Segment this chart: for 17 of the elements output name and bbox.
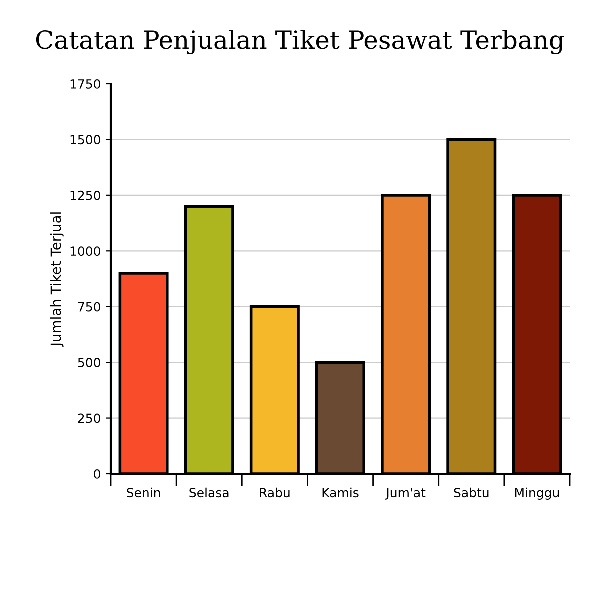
x-tick-label: Jum'at (386, 488, 426, 500)
y-tick-label: 1250 (70, 190, 100, 200)
y-tick-label: 0 (94, 469, 100, 479)
x-tick-label: Sabtu (454, 488, 489, 498)
y-axis-title: Jumlah Tiket Terjual (50, 212, 64, 348)
y-tick-label: 1500 (70, 135, 100, 145)
x-tick-label: Rabu (260, 488, 290, 498)
x-tick-label: Senin (127, 488, 160, 498)
y-tick-label: 750 (78, 302, 100, 312)
x-tick-label: Selasa (190, 488, 229, 498)
y-tick-label: 500 (78, 358, 100, 368)
y-tick-label: 1000 (70, 246, 100, 256)
y-tick-label: 250 (78, 414, 100, 424)
y-tick-label: 1750 (70, 79, 100, 89)
chart-title: Catatan Penjualan Tiket Pesawat Terbang (36, 30, 564, 55)
x-tick-label: Minggu (515, 488, 560, 500)
x-tick-label: Kamis (322, 488, 359, 498)
